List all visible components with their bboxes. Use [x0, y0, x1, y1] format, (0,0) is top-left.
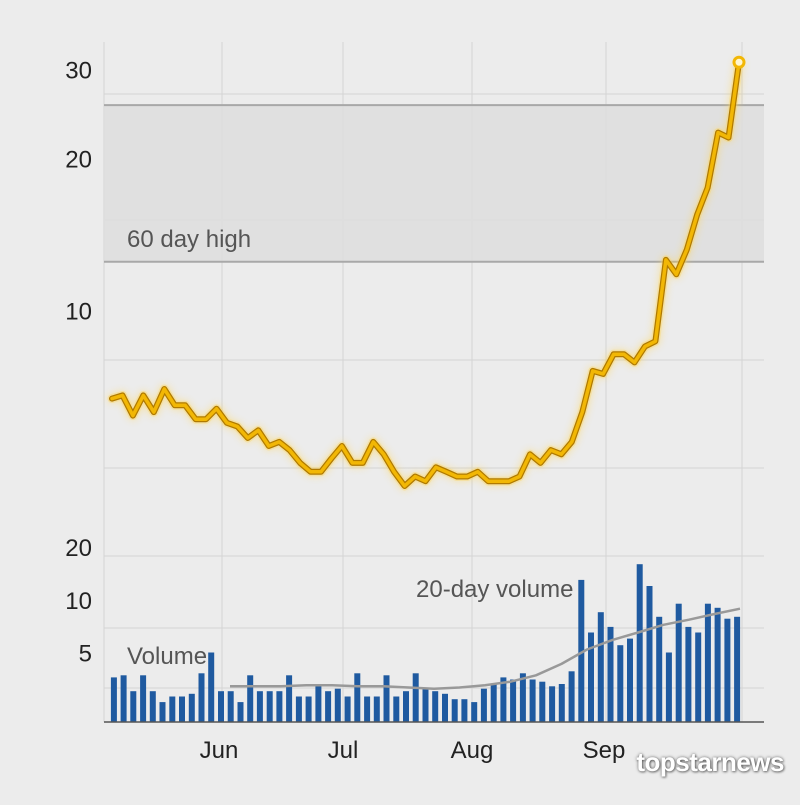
- volume-bar: [617, 645, 624, 722]
- volume-label: Volume: [127, 643, 207, 670]
- band-label: 60 day high: [127, 226, 251, 253]
- volume-tick-label: 20: [65, 535, 92, 562]
- volume-bar: [597, 612, 604, 722]
- volume-bar: [607, 626, 614, 722]
- volume-bar: [646, 586, 653, 722]
- volume-average-line: [230, 607, 741, 690]
- volume-bar: [315, 684, 322, 722]
- volume-bar: [588, 632, 594, 722]
- volume-bar: [393, 696, 400, 722]
- price-line: [110, 60, 741, 488]
- volume-bar: [539, 681, 546, 722]
- volume-bar: [354, 673, 361, 722]
- volume-bar: [500, 677, 507, 722]
- volume-bar: [442, 693, 448, 722]
- volume-bar: [286, 675, 293, 722]
- volume-bar: [383, 675, 390, 722]
- watermark-logo: topstarnews: [636, 747, 784, 777]
- price-last-point: [732, 55, 746, 69]
- volume-average-label: 20-day volume: [416, 576, 573, 603]
- volume-bar: [295, 696, 302, 722]
- volume-tick-label: 5: [79, 640, 92, 667]
- price-tick-label: 20: [65, 147, 92, 174]
- volume-bar: [461, 699, 468, 722]
- volume-bar: [549, 686, 556, 722]
- volume-bar: [510, 679, 517, 722]
- price-y-ticks: 10 20 30: [65, 57, 92, 325]
- volume-bar: [451, 699, 458, 722]
- volume-bar: [403, 691, 409, 722]
- volume-bar: [704, 603, 711, 722]
- volume-bar: [305, 696, 312, 722]
- volume-bar: [490, 684, 497, 722]
- volume-tick-label: 10: [65, 588, 92, 615]
- price-tick-label: 10: [65, 299, 92, 326]
- volume-bar: [325, 691, 332, 722]
- volume-bar: [364, 696, 371, 722]
- volume-bar: [169, 696, 176, 722]
- volume-bar: [237, 702, 244, 722]
- volume-bar: [714, 607, 721, 722]
- x-tick-label: Jun: [200, 737, 239, 764]
- volume-y-ticks: 5 10 20: [65, 535, 92, 667]
- volume-bar: [480, 688, 487, 722]
- sixty-day-high-band: 60 day high: [104, 104, 764, 263]
- volume-bar: [247, 675, 254, 722]
- volume-bar: [432, 691, 439, 722]
- volume-bar: [734, 616, 741, 722]
- volume-bar: [179, 696, 185, 722]
- volume-bar: [198, 673, 205, 722]
- volume-bar: [208, 652, 215, 722]
- volume-bar: [344, 696, 351, 722]
- volume-bar: [276, 691, 283, 722]
- volume-bar: [675, 603, 682, 722]
- volume-bar: [412, 673, 419, 722]
- volume-bar: [627, 638, 633, 722]
- volume-bar: [149, 691, 156, 722]
- volume-bar: [578, 579, 585, 722]
- volume-bar: [724, 618, 731, 722]
- volume-bar: [558, 684, 565, 722]
- volume-bar: [256, 691, 263, 722]
- x-tick-label: Aug: [451, 737, 494, 764]
- volume-bar: [218, 691, 224, 722]
- volume-bar: [120, 675, 127, 722]
- volume-bar: [227, 691, 234, 722]
- volume-bar: [334, 688, 341, 722]
- x-tick-label: Jul: [328, 737, 359, 764]
- volume-bar: [422, 688, 429, 722]
- volume-bar: [130, 691, 137, 722]
- band-area: [104, 105, 764, 262]
- volume-bar: [140, 675, 147, 722]
- x-axis-ticks: Jun Jul Aug Sep: [200, 737, 626, 764]
- price-series: [107, 55, 746, 491]
- volume-bar: [110, 677, 117, 722]
- volume-bar: [695, 632, 702, 722]
- volume-bar: [471, 702, 478, 722]
- volume-bar: [373, 696, 380, 722]
- volume-bar: [519, 673, 526, 722]
- volume-bar: [665, 652, 672, 722]
- volume-bar: [568, 671, 575, 722]
- volume-bar: [685, 626, 692, 722]
- volume-bar: [188, 693, 195, 722]
- volume-bar: [656, 616, 663, 722]
- x-tick-label: Sep: [583, 737, 626, 764]
- volume-bar: [529, 679, 536, 722]
- price-tick-label: 30: [65, 57, 92, 84]
- volume-bar: [636, 564, 643, 722]
- volume-series: [110, 564, 741, 722]
- volume-bar: [159, 702, 166, 722]
- volume-bar: [266, 691, 273, 722]
